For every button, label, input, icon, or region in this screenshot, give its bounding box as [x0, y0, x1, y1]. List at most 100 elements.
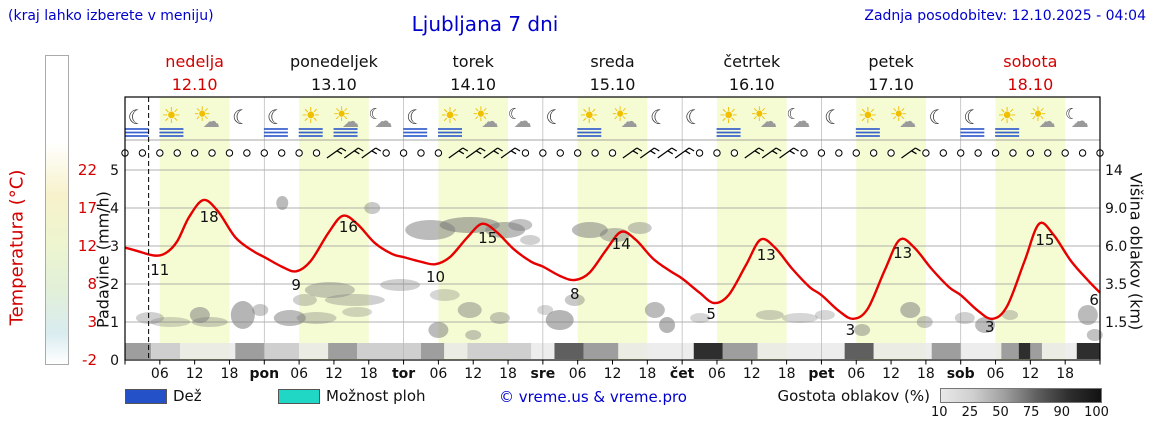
wind-barb-icon [901, 147, 921, 159]
time-tick-label: 06 [290, 366, 308, 382]
temperature-value: 16 [339, 218, 358, 236]
weather-icon-cloud-moon: ☾☁ [508, 105, 532, 132]
weather-icon-moon-fog: ☾ [263, 105, 288, 137]
temperature-value: 13 [757, 246, 776, 264]
wind-barb-icon [343, 147, 364, 159]
wind-calm-icon [208, 149, 216, 157]
wind-calm-icon [521, 149, 530, 157]
wind-calm-icon [156, 149, 164, 157]
wind-calm-icon [869, 149, 878, 157]
cloud-density-segment [693, 343, 723, 359]
icon-glyph: ☾ [406, 105, 424, 129]
wind-calm-icon [417, 149, 425, 157]
temperature-value: 15 [1035, 231, 1054, 249]
cloud-blob [428, 322, 449, 338]
wind-calm-icon [974, 149, 982, 157]
cloud-blob [342, 307, 373, 317]
wind-calm-icon [399, 149, 408, 157]
wind-calm-icon [1078, 149, 1087, 157]
cloud-density-segment [444, 343, 468, 359]
wind-calm-icon [573, 149, 582, 157]
rain-legend-label: Dež [173, 387, 202, 405]
weather-icon-cloud-moon: ☾☁ [369, 105, 393, 132]
cloud-blob [296, 312, 337, 324]
wind-barb-icon [674, 147, 695, 159]
cloud-blob [191, 317, 228, 327]
time-tick-label: 06 [429, 366, 447, 382]
wind-calm-icon [312, 149, 321, 157]
icon-glyph: ☁ [481, 112, 498, 132]
wind-calm-icon [957, 149, 965, 157]
icon-glyph: ☀ [719, 104, 739, 129]
time-tick-label: 18 [499, 366, 517, 382]
day-name: sreda [590, 52, 635, 71]
icon-glyph: ☾ [267, 105, 285, 129]
wind-calm-icon [539, 149, 547, 157]
cloud-blob [644, 302, 665, 318]
cloud-blob [537, 305, 554, 315]
icon-glyph: ☁ [342, 112, 359, 132]
cloud-density-segment [960, 343, 1002, 359]
cloud-blob [1077, 305, 1098, 325]
wind-calm-icon [434, 149, 443, 157]
cloud-density-strip [125, 343, 1100, 359]
icon-glyph: ☾ [508, 105, 521, 123]
daylight-band [995, 97, 1066, 360]
time-tick-label: 12 [186, 366, 204, 382]
cloud-density-segment [931, 343, 961, 359]
cloud-blob [380, 279, 421, 291]
density-tick-label: 90 [1053, 405, 1071, 420]
cloud-density-segment [844, 343, 874, 359]
icon-glyph: ☾ [232, 105, 250, 129]
wind-calm-icon [556, 149, 564, 157]
icon-glyph: ☀ [997, 104, 1017, 129]
time-tick-label: pet [808, 366, 835, 382]
wind-barb-icon [657, 147, 678, 159]
day-date: 17.10 [868, 74, 914, 94]
cloud-blob [276, 196, 289, 210]
weather-icon-sun-cloud: ☀☁ [611, 102, 637, 132]
icon-glyph: ☾ [929, 105, 947, 129]
cloud-blob [324, 294, 385, 306]
temperature-value: 14 [612, 235, 631, 253]
wind-calm-icon [1044, 149, 1052, 157]
time-tick-label: 06 [151, 366, 169, 382]
copyright-link[interactable]: © vreme.us & vreme.pro [499, 388, 687, 406]
cloud-density-segment [1001, 343, 1019, 359]
cloud-blob [1086, 329, 1103, 341]
weather-icon-sun-cloud-fog: ☀☁ [333, 102, 359, 137]
time-tick-label: 12 [882, 366, 900, 382]
day-date: 16.10 [728, 74, 775, 94]
page-title: Ljubljana 7 dni [411, 12, 559, 36]
cloud-blob [755, 310, 784, 320]
cloud-density-segment [264, 343, 300, 359]
time-tick-label: 12 [464, 366, 482, 382]
time-tick-label: pon [249, 366, 279, 382]
cloud-blob [564, 294, 585, 306]
temp-tick-label: -2 [82, 351, 97, 369]
cloud-density-segment [357, 343, 421, 359]
icon-glyph: ☁ [792, 111, 810, 132]
precip-tick-label: 1 [110, 315, 119, 331]
time-tick-label: 12 [325, 366, 343, 382]
wind-calm-icon [713, 149, 721, 157]
density-tick-label: 100 [1084, 405, 1109, 420]
weather-icon-sun-fog: ☀ [298, 104, 323, 137]
wind-calm-icon [835, 149, 843, 157]
wind-barb-icon [361, 147, 382, 159]
wind-calm-icon [225, 149, 234, 157]
weather-icon-moon-cloud: ☾☁ [786, 105, 810, 132]
time-tick-label: 06 [987, 366, 1005, 382]
icon-glyph: ☀ [193, 102, 211, 126]
temp-tick-label: 22 [78, 161, 97, 179]
temperature-color-scale [45, 55, 69, 365]
cloud-density-segment [151, 343, 181, 359]
time-tick-label: 06 [708, 366, 726, 382]
cloud-blob [273, 310, 306, 326]
day-date: 12.10 [171, 74, 218, 94]
wind-calm-icon [173, 149, 181, 157]
wind-calm-icon [922, 149, 930, 157]
time-tick-label: 06 [847, 366, 865, 382]
